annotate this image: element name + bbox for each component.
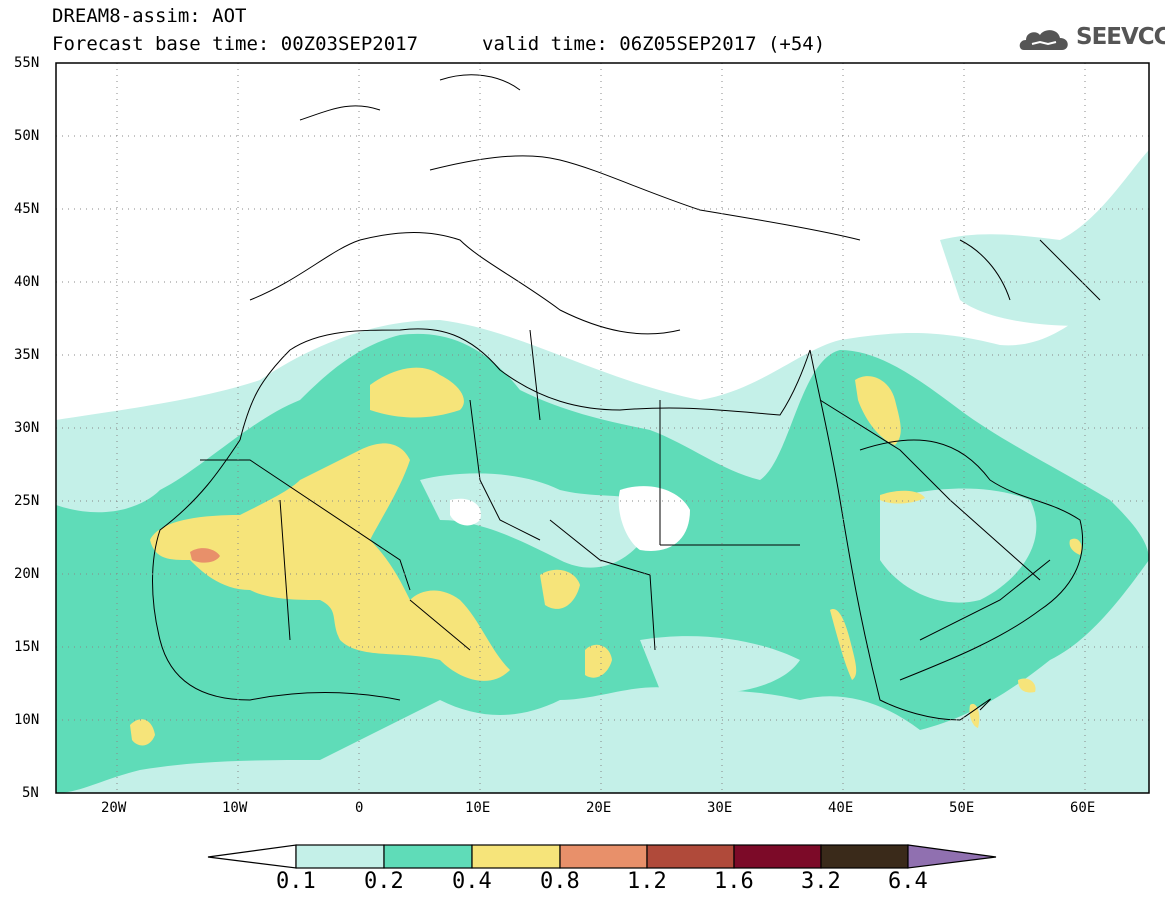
lon-label: 30E bbox=[707, 800, 733, 816]
aot-band-0.4-sudan bbox=[585, 644, 612, 678]
colorbar-swatch-1 bbox=[295, 844, 385, 869]
lon-label: 40E bbox=[828, 800, 854, 816]
lat-label: 10N bbox=[14, 712, 40, 728]
colorbar-label: 0.2 bbox=[364, 869, 404, 894]
colorbar-label: 0.4 bbox=[452, 869, 492, 894]
colorbar-swatch-7 bbox=[820, 844, 909, 869]
colorbar-swatch-5 bbox=[646, 844, 735, 869]
coastlines bbox=[152, 74, 1101, 721]
lat-label: 25N bbox=[14, 493, 40, 509]
aot-band-0.4-saudi2 bbox=[880, 490, 925, 504]
colorbar-label: 3.2 bbox=[801, 869, 841, 894]
lat-label: 55N bbox=[14, 55, 40, 71]
aot-band-0.1-inner2 bbox=[880, 488, 1037, 603]
aot-shading bbox=[56, 150, 1149, 793]
cloud-logo-icon bbox=[1019, 30, 1068, 50]
lat-label: 50N bbox=[14, 128, 40, 144]
aot-band-0.4-saudi bbox=[855, 376, 901, 445]
logo-text: SEEVCCC bbox=[1076, 24, 1165, 50]
colorbar-swatch-2 bbox=[383, 844, 473, 869]
map-title: DREAM8-assim: AOT bbox=[52, 5, 247, 27]
colorbar-arrow-right bbox=[907, 844, 997, 869]
colorbar-swatch-3 bbox=[471, 844, 561, 869]
colorbar-arrow-left bbox=[207, 844, 297, 869]
aot-band-0.8 bbox=[190, 548, 220, 563]
aot-band-0.4-north bbox=[370, 367, 464, 418]
forecast-base-time: Forecast base time: 00Z03SEP2017 bbox=[52, 33, 419, 55]
lat-label: 45N bbox=[14, 201, 40, 217]
lon-label: 50E bbox=[949, 800, 975, 816]
colorbar-label: 0.1 bbox=[276, 869, 316, 894]
lon-label: 0 bbox=[355, 800, 364, 816]
valid-time: valid time: 06Z05SEP2017 (+54) bbox=[482, 33, 826, 55]
plot-frame bbox=[55, 62, 1150, 794]
colorbar-swatch-4 bbox=[559, 844, 648, 869]
lon-label: 60E bbox=[1070, 800, 1096, 816]
lat-label: 20N bbox=[14, 566, 40, 582]
aot-band-0.1-inner bbox=[420, 473, 660, 568]
colorbar-label: 1.6 bbox=[714, 869, 754, 894]
aot-band-0.4-yemen bbox=[969, 703, 980, 728]
aot-band-0.4-oman bbox=[1069, 538, 1082, 555]
colorbar-label: 0.8 bbox=[540, 869, 580, 894]
colorbar bbox=[207, 844, 997, 869]
aot-band-0.1-caspian bbox=[940, 150, 1149, 326]
aot-clear2 bbox=[450, 498, 481, 526]
aot-band-0.4-west bbox=[130, 719, 155, 746]
lat-label: 40N bbox=[14, 274, 40, 290]
aot-band-0.4-chad bbox=[540, 569, 580, 609]
colorbar-label: 6.4 bbox=[888, 869, 928, 894]
aot-band-0.4-eritrea bbox=[830, 609, 857, 680]
lon-label: 20W bbox=[101, 800, 127, 816]
colorbar-swatch-6 bbox=[733, 844, 822, 869]
aot-band-0.1-inner3 bbox=[640, 636, 800, 694]
colorbar-label: 1.2 bbox=[627, 869, 667, 894]
aot-clear bbox=[618, 486, 690, 551]
lon-label: 20E bbox=[586, 800, 612, 816]
lat-label: 30N bbox=[14, 420, 40, 436]
lat-label: 15N bbox=[14, 639, 40, 655]
lat-label: 5N bbox=[22, 785, 39, 801]
lat-label: 35N bbox=[14, 347, 40, 363]
aot-band-0.4-somalia bbox=[1018, 678, 1036, 693]
gridlines bbox=[56, 63, 1149, 793]
lon-label: 10E bbox=[465, 800, 491, 816]
lon-label: 10W bbox=[222, 800, 248, 816]
aot-band-0.4 bbox=[150, 443, 510, 681]
